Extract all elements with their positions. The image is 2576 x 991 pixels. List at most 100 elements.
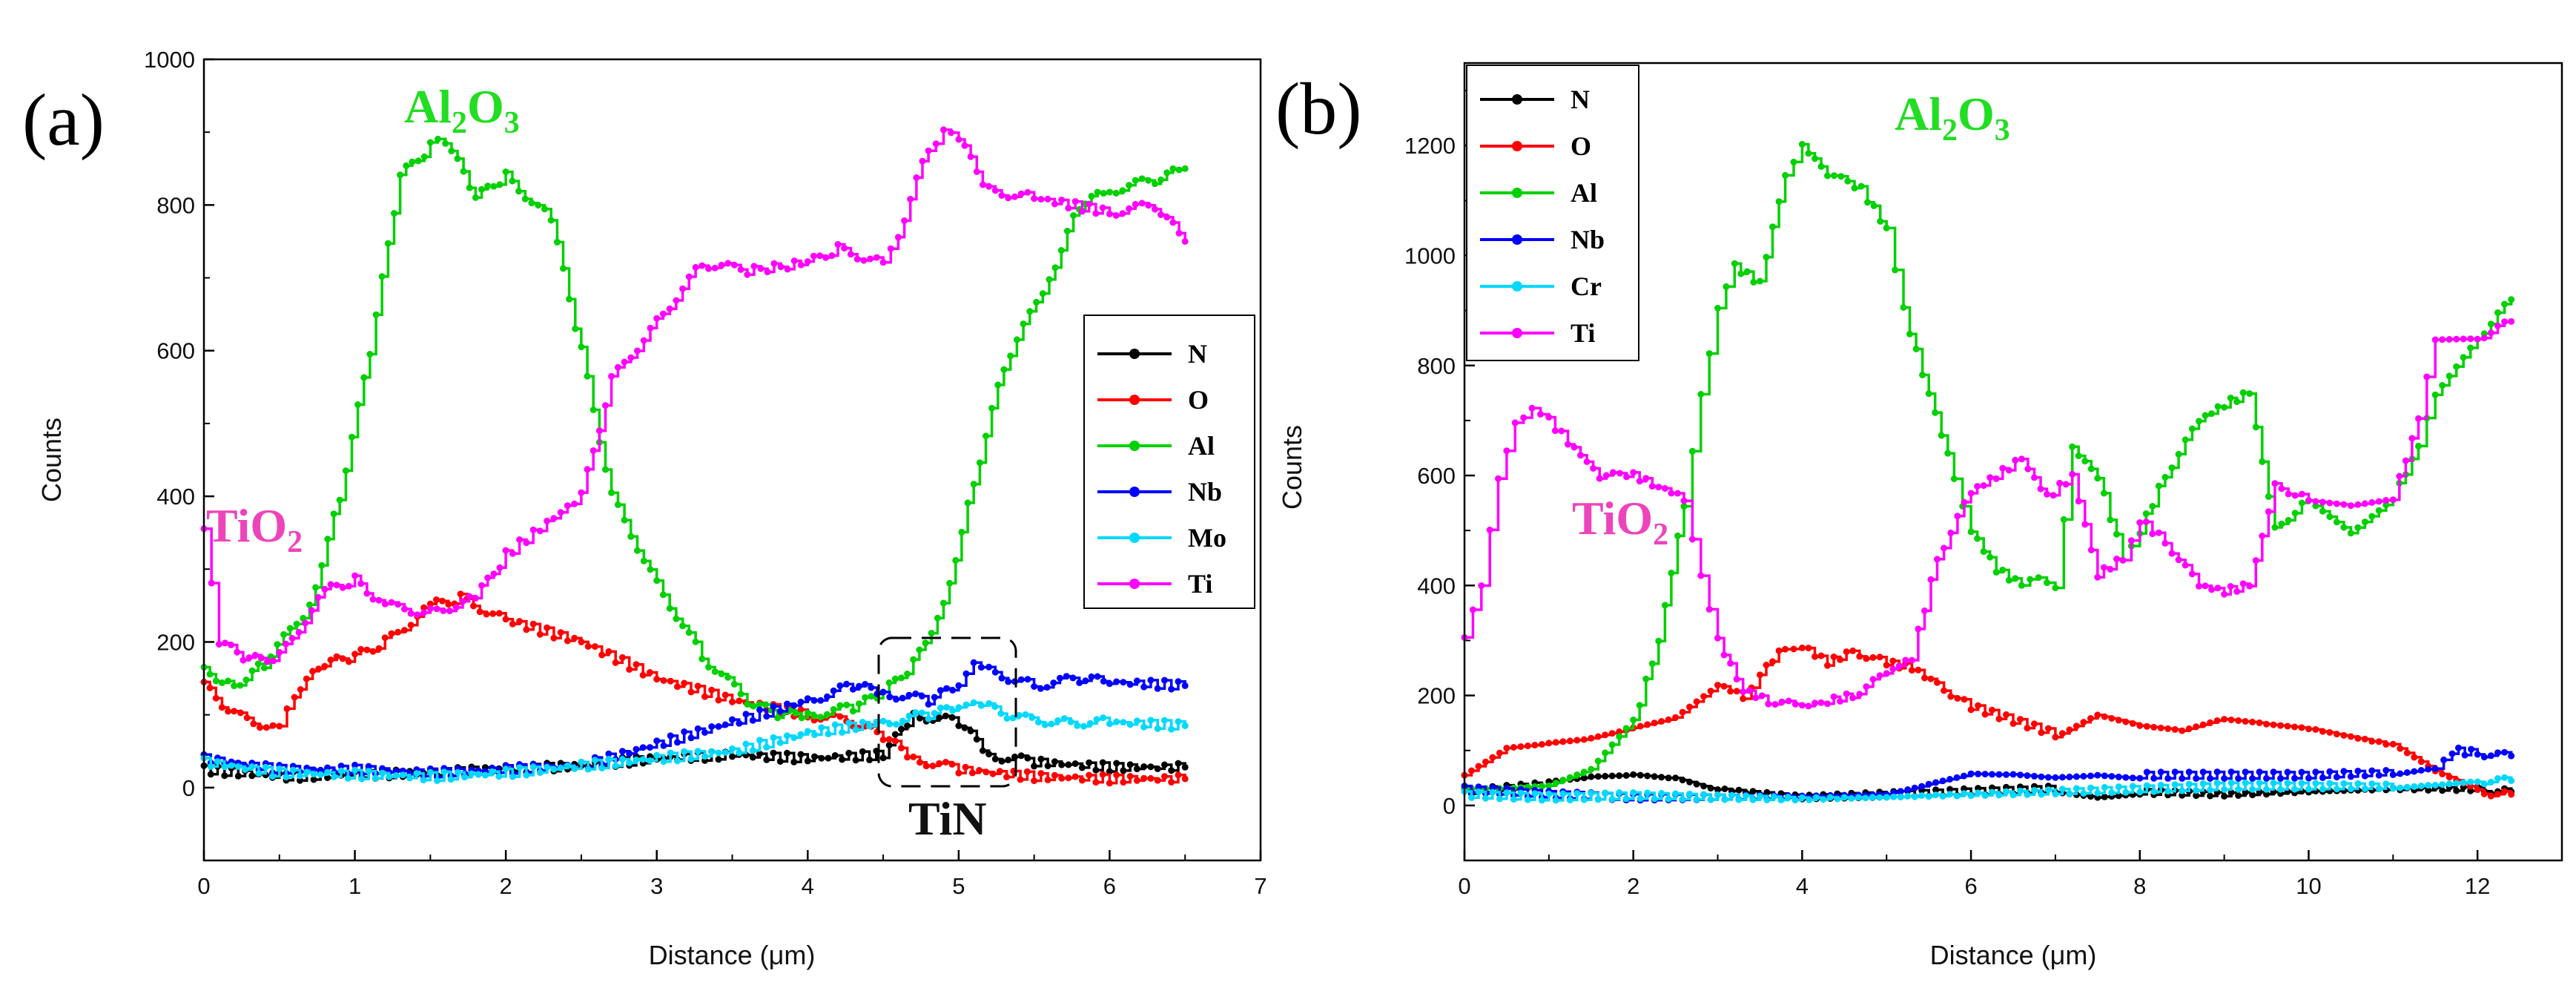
data-point <box>1602 789 1609 797</box>
data-point <box>409 158 416 165</box>
data-point <box>2389 785 2397 792</box>
data-point <box>1126 773 1134 780</box>
data-point <box>1538 741 1545 748</box>
data-point <box>502 766 509 773</box>
data-point <box>1495 475 1502 482</box>
data-point <box>2480 754 2488 761</box>
annotation-tio2: TiO2 <box>206 499 303 559</box>
data-point <box>336 496 343 504</box>
data-point <box>1688 447 1696 455</box>
data-point <box>847 251 854 258</box>
data-point <box>1058 774 1066 782</box>
data-point <box>1588 766 1595 773</box>
data-point <box>1778 698 1786 705</box>
data-point <box>1035 719 1042 725</box>
y-tick-label: 600 <box>1417 463 1456 489</box>
data-point <box>2100 564 2107 571</box>
data-point <box>288 635 296 642</box>
data-point <box>1078 208 1086 215</box>
data-point <box>605 648 612 655</box>
data-point <box>426 768 434 776</box>
data-point <box>602 466 609 473</box>
data-point <box>345 582 352 590</box>
data-point <box>1908 656 1915 664</box>
data-point <box>705 663 712 671</box>
data-point <box>1531 742 1539 748</box>
plot-frame <box>1463 62 2563 862</box>
data-point <box>248 772 256 780</box>
x-axis-label: Distance (μm) <box>1930 940 2097 970</box>
data-point <box>1680 497 1688 504</box>
data-point <box>618 756 626 763</box>
data-point <box>1737 270 1745 277</box>
data-point <box>426 139 434 146</box>
data-point <box>2094 711 2101 719</box>
data-point <box>2142 518 2150 525</box>
data-point <box>2397 745 2404 752</box>
data-point <box>251 651 259 659</box>
data-point <box>234 772 242 780</box>
data-point <box>647 566 654 573</box>
data-point <box>627 354 635 361</box>
data-point <box>2259 458 2266 465</box>
data-point <box>337 763 345 770</box>
data-point <box>1925 780 1932 788</box>
data-point <box>435 135 441 142</box>
data-point <box>1468 794 1475 801</box>
data-point <box>1469 606 1476 613</box>
data-point <box>1590 464 1597 472</box>
data-point <box>1906 330 1913 338</box>
data-point <box>1538 783 1545 790</box>
data-point <box>1009 714 1017 722</box>
data-point <box>701 753 708 760</box>
data-point <box>991 755 999 763</box>
data-point <box>1106 680 1113 688</box>
data-point <box>977 702 985 709</box>
data-point <box>1721 786 1728 792</box>
data-point <box>647 744 653 751</box>
data-point <box>1900 304 1907 311</box>
data-point <box>653 315 661 322</box>
data-point <box>447 776 455 783</box>
data-point <box>730 261 738 269</box>
data-point <box>1834 795 1841 803</box>
data-point <box>2431 782 2439 788</box>
data-point <box>381 600 389 608</box>
data-point <box>2087 715 2094 722</box>
data-point <box>448 148 455 155</box>
data-point <box>1934 679 1941 686</box>
data-point <box>584 766 592 773</box>
data-point <box>724 674 732 681</box>
data-point <box>2214 585 2222 592</box>
data-point <box>997 710 1005 717</box>
data-point <box>515 188 523 195</box>
data-point <box>521 195 529 203</box>
data-point <box>2073 773 2080 780</box>
data-point <box>2298 768 2305 776</box>
data-point <box>2326 780 2334 787</box>
data-point <box>756 701 763 708</box>
data-point <box>452 604 460 611</box>
data-point <box>349 433 355 441</box>
data-point <box>1132 177 1139 184</box>
data-point <box>1051 200 1058 208</box>
data-point <box>401 605 408 613</box>
data-point <box>982 768 990 776</box>
data-point <box>2136 722 2144 729</box>
data-point <box>1086 200 1093 208</box>
data-point <box>1503 745 1510 751</box>
data-point <box>1024 676 1031 683</box>
data-point <box>2340 780 2348 787</box>
data-point <box>2108 715 2116 722</box>
data-point <box>1877 217 1884 225</box>
data-point <box>2227 395 2234 401</box>
data-point <box>2024 791 2031 798</box>
data-point <box>1503 789 1510 797</box>
y-tick-label: 1200 <box>1404 133 1456 159</box>
data-point <box>407 610 415 617</box>
data-point <box>2455 744 2462 751</box>
data-point <box>262 763 269 771</box>
legend-label: O <box>1571 131 1591 161</box>
data-point <box>381 634 389 642</box>
data-point <box>955 769 962 777</box>
